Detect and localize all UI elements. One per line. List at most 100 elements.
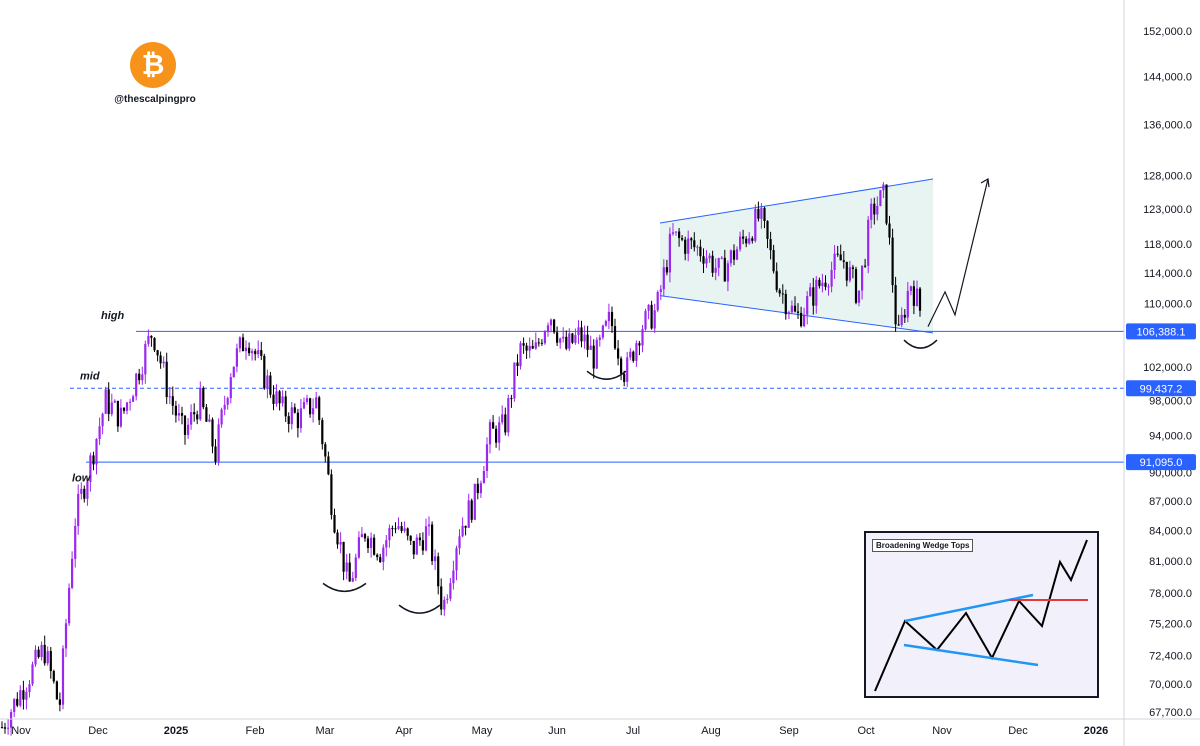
candle-body [769,239,772,251]
candle-body [104,389,107,414]
candle-body [37,649,40,657]
projection-path [927,178,989,327]
candle-body [232,366,235,378]
candle-body [735,249,739,260]
candle-body [141,374,144,381]
candle-body [71,558,74,588]
price-tick-label: 102,000.0 [1143,362,1192,374]
candle-body [376,554,379,558]
candle-body [299,408,302,429]
candle-body [345,562,348,572]
candle-body [501,414,504,423]
price-tick-label: 110,000.0 [1144,298,1192,310]
candle-body [568,333,571,349]
candle-body [610,311,614,327]
candle-body [220,409,223,425]
candle-body [205,407,208,422]
candle-body [235,348,238,367]
candle-body [848,267,851,281]
candle-body [623,373,626,382]
candle-body [403,528,406,531]
candle-body [162,361,165,364]
candle-body [818,279,821,287]
candle-body [571,333,574,343]
candle-body [284,396,287,417]
candle-body [492,422,495,429]
candle-body [153,337,156,351]
candle-body [577,327,580,335]
candle-body [604,321,607,326]
candle-body [208,419,211,422]
candle-body [3,727,7,729]
candle-body [723,257,726,282]
candle-body [183,415,187,435]
candle-body [31,664,34,685]
candle-body [809,287,812,296]
price-tick-label: 90,000.0 [1149,467,1192,479]
time-tick-label: May [472,725,493,737]
candle-body [302,402,306,409]
candle-body [861,265,864,291]
bottom-arc [586,370,627,380]
candle-body [101,413,104,427]
candle-body [534,342,537,349]
time-tick-label: Oct [857,725,874,737]
candlestick-series [0,182,922,736]
inset-lower-wedge-line [903,643,1039,667]
candle-body [812,287,815,306]
time-tick-label: Feb [246,725,265,737]
time-tick-label: Nov [932,725,952,737]
candle-body [592,345,595,369]
candle-body [116,400,119,427]
candle-body [766,220,769,239]
candle-body [83,488,86,499]
candle-body [418,537,421,541]
candle-body [357,537,360,558]
candle-body [729,250,732,264]
candle-body [254,351,257,355]
candle-body [543,331,546,344]
candle-body [854,269,858,303]
price-tag [1126,454,1196,471]
candle-body [714,267,717,273]
candle-body [455,548,458,571]
candle-body [806,296,809,315]
candle-body [653,310,656,329]
candle-body [226,398,229,405]
zone-label-low: low [72,473,92,485]
candle-body [77,493,80,527]
candle-body [668,233,671,273]
candle-body [373,537,376,555]
candle-body [510,398,513,400]
candle-body [617,348,620,359]
wedge-fill [660,178,933,333]
price-tick-label: 98,000.0 [1149,396,1192,408]
candle-body [885,184,888,224]
candle-body [632,351,635,361]
candle-body [757,208,760,219]
candle-body [424,526,428,551]
candle-body [379,557,382,562]
candle-body [318,397,321,421]
price-axis[interactable]: 152,000.0 144,000.0 136,000.0 128,000.0 123,… [1123,0,1196,746]
candle-body [147,335,150,344]
candle-body [467,500,470,528]
candle-body [159,355,162,364]
inset-title: Broadening Wedge Tops [872,539,974,552]
time-axis[interactable]: Nov Dec 2025 Feb Mar Apr May Jun Jul Aug Sep Oct Nov… [0,718,1200,737]
candle-body [574,335,577,343]
candle-body [339,541,342,545]
candle-body [391,528,394,530]
candle-body [28,684,31,692]
candle-body [760,207,763,219]
candle-body [775,271,778,291]
candle-body [873,203,876,215]
candle-body [803,314,806,327]
price-tag [1126,380,1196,397]
candle-body [888,223,891,238]
candle-body [241,337,245,352]
candle-body [107,389,110,415]
candle-body [635,343,638,361]
candle-body [449,583,452,599]
